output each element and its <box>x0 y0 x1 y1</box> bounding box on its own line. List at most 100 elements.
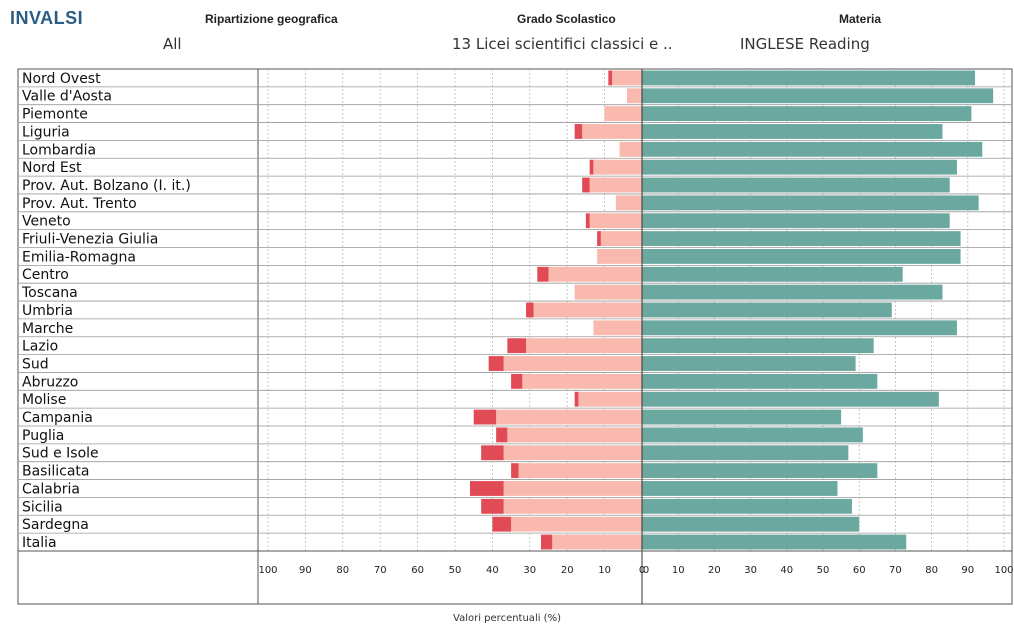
bar-right <box>642 391 939 407</box>
filter-label-materia: Materia <box>839 12 882 26</box>
bar-left-dark <box>526 302 534 318</box>
filter-label-grado: Grado Scolastico <box>517 12 616 26</box>
bar-left-light <box>597 249 642 264</box>
bar-left-light <box>507 427 642 443</box>
row-label[interactable]: Calabria <box>22 481 80 497</box>
bar-right <box>642 498 852 514</box>
bar-left-light <box>511 516 642 532</box>
tick-label-right: 50 <box>817 565 830 576</box>
bar-right <box>642 409 842 425</box>
bar-left-light <box>612 70 642 86</box>
row-label[interactable]: Veneto <box>22 214 71 230</box>
tick-label-left: 90 <box>299 565 312 576</box>
bar-right <box>642 177 950 193</box>
row-label[interactable]: Puglia <box>22 428 64 444</box>
bar-left-light <box>600 231 642 246</box>
bar-left-light <box>627 88 642 104</box>
bar-left-dark <box>492 516 512 532</box>
row-label[interactable]: Valle d'Aosta <box>22 89 112 105</box>
row-label[interactable]: Lazio <box>22 339 58 355</box>
bar-right <box>642 481 838 496</box>
bar-left-light <box>582 124 642 139</box>
row-label[interactable]: Nord Est <box>22 160 82 176</box>
bar-left-light <box>615 195 642 211</box>
bar-right <box>642 249 961 264</box>
tick-label-right: 60 <box>853 565 866 576</box>
bar-right <box>642 124 943 139</box>
row-label[interactable]: Prov. Aut. Bolzano (I. it.) <box>22 178 191 194</box>
bar-right <box>642 284 943 300</box>
bar-left-light <box>533 302 642 318</box>
bar-left-light <box>496 409 642 425</box>
bar-left-dark <box>488 356 504 371</box>
row-label[interactable]: Campania <box>22 410 93 426</box>
bar-left-light <box>619 141 642 157</box>
row-label[interactable]: Prov. Aut. Trento <box>22 196 137 212</box>
bar-right <box>642 320 957 336</box>
row-label[interactable]: Liguria <box>22 124 70 140</box>
row-label[interactable]: Sardegna <box>22 517 89 533</box>
filter-value-grado[interactable]: 13 Licei scientifici classici e .. <box>452 35 673 53</box>
row-label[interactable]: Centro <box>22 267 69 283</box>
filter-value-materia[interactable]: INGLESE Reading <box>740 35 870 53</box>
bar-left-light <box>589 213 642 229</box>
bar-left-dark <box>574 124 583 139</box>
bar-left-light <box>593 159 642 175</box>
tick-label-left: 70 <box>374 565 387 576</box>
bar-left-light <box>522 373 642 389</box>
bar-right <box>642 231 961 246</box>
row-label[interactable]: Nord Ovest <box>22 71 101 87</box>
bar-right <box>642 463 878 479</box>
bar-left-dark <box>511 463 519 479</box>
row-label[interactable]: Marche <box>22 321 73 337</box>
row-label[interactable]: Sud e Isole <box>22 446 99 462</box>
row-label[interactable]: Basilicata <box>22 464 90 480</box>
row-label[interactable]: Lombardia <box>22 142 96 158</box>
bar-left-dark <box>608 70 613 86</box>
invalsi-logo: INVALSI <box>6 0 96 32</box>
tick-label-left: 20 <box>561 565 574 576</box>
row-label[interactable]: Sicilia <box>22 499 63 515</box>
row-label[interactable]: Piemonte <box>22 107 88 123</box>
x-axis-title: Valori percentuali (%) <box>453 613 561 624</box>
bar-left-dark <box>473 409 497 425</box>
tick-label-right: 70 <box>889 565 902 576</box>
tick-label-left: 50 <box>449 565 462 576</box>
bar-right <box>642 373 878 389</box>
tick-label-right: 0 <box>643 565 649 576</box>
bar-left-dark <box>597 231 601 246</box>
bar-left-light <box>503 498 642 514</box>
bar-left-light <box>578 391 642 407</box>
bar-left-dark <box>507 338 527 354</box>
bar-left-light <box>548 266 642 282</box>
tick-label-left: 30 <box>523 565 536 576</box>
row-label[interactable]: Emilia-Romagna <box>22 249 136 265</box>
row-label[interactable]: Umbria <box>22 303 73 319</box>
row-label[interactable]: Molise <box>22 392 66 408</box>
bar-right <box>642 445 849 461</box>
row-label[interactable]: Toscana <box>21 285 78 301</box>
bar-left-light <box>593 320 642 336</box>
bar-left-light <box>574 284 642 300</box>
tick-label-right: 90 <box>961 565 974 576</box>
bar-left-dark <box>585 213 590 229</box>
bar-left-dark <box>496 427 508 443</box>
bar-right <box>642 141 983 157</box>
tick-label-right: 100 <box>994 565 1013 576</box>
bar-right <box>642 356 856 371</box>
row-label[interactable]: Italia <box>22 535 57 551</box>
bar-right <box>642 534 907 550</box>
row-label[interactable]: Abruzzo <box>22 374 78 390</box>
bar-left-light <box>604 106 642 122</box>
bar-right <box>642 106 972 122</box>
row-label[interactable]: Sud <box>22 356 49 372</box>
tick-label-right: 10 <box>672 565 685 576</box>
filter-value-geografica[interactable]: All <box>163 35 182 53</box>
bar-left-dark <box>582 177 590 193</box>
bar-left-dark <box>541 534 553 550</box>
tick-label-right: 20 <box>708 565 721 576</box>
row-label[interactable]: Friuli-Venezia Giulia <box>22 232 158 248</box>
bar-right <box>642 88 994 104</box>
bar-right <box>642 159 957 175</box>
